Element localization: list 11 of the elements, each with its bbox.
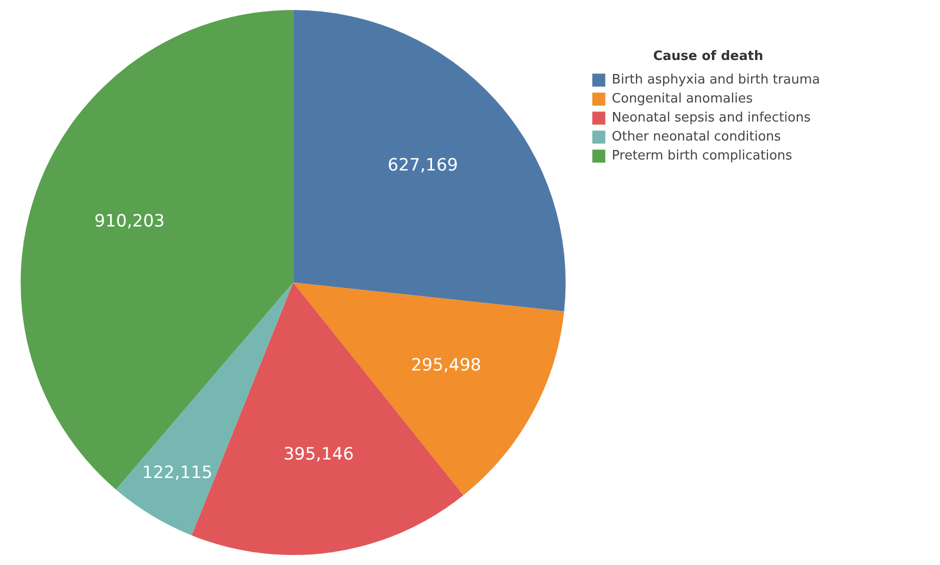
data-label: 395,146 bbox=[283, 444, 354, 464]
legend-label: Congenital anomalies bbox=[612, 91, 753, 106]
data-label: 910,203 bbox=[94, 211, 165, 232]
data-label: 627,169 bbox=[388, 155, 458, 176]
legend-label: Other neonatal conditions bbox=[612, 129, 782, 144]
legend-label: Neonatal sepsis and infections bbox=[612, 110, 811, 126]
legend-title: Cause of death bbox=[653, 48, 764, 64]
legend-label: Birth asphyxia and birth trauma bbox=[612, 72, 820, 88]
data-label: 295,498 bbox=[410, 356, 482, 376]
data-label: 122,115 bbox=[142, 463, 212, 484]
legend-label: Preterm birth complications bbox=[612, 148, 792, 164]
